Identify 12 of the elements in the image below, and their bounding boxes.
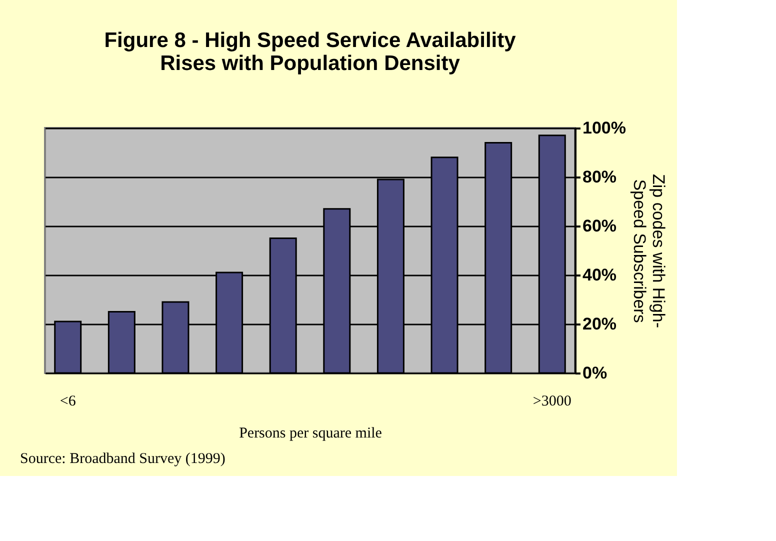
y-tick-label: 80% bbox=[582, 168, 617, 186]
source-note: Source: Broadband Survey (1999) bbox=[20, 451, 226, 467]
y-tick-label: 0% bbox=[582, 364, 608, 382]
y-tick-label: 40% bbox=[582, 266, 617, 284]
y-axis-title: Zip codes with High- Speed Subscribers bbox=[630, 174, 668, 328]
y-tick-label: 20% bbox=[582, 314, 617, 334]
x-tick-label: >3000 bbox=[532, 394, 572, 410]
x-axis-title: Persons per square mile bbox=[239, 426, 382, 442]
y-tick-label: 60% bbox=[582, 216, 617, 236]
x-tick-label: <6 bbox=[60, 394, 76, 410]
y-tick-label: 100% bbox=[582, 118, 626, 138]
chart-title: Figure 8 - High Speed Service Availability Rises with Population Density bbox=[104, 29, 516, 75]
